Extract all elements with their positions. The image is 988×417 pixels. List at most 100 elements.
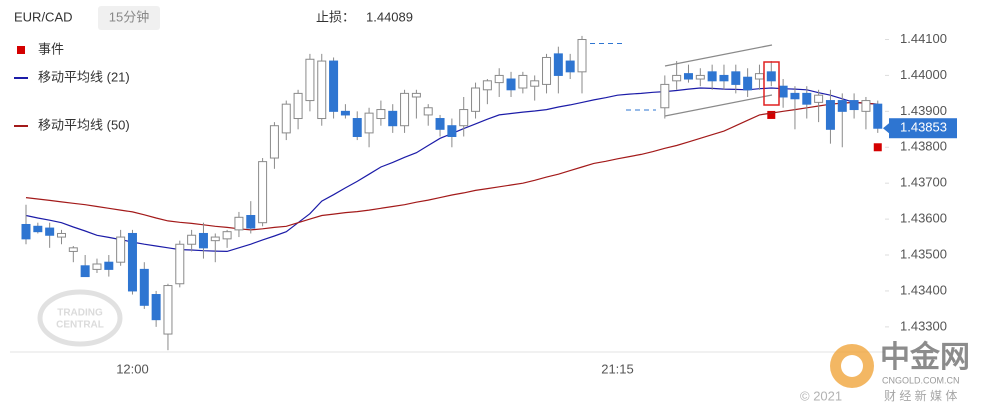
candle-body <box>494 74 504 84</box>
candle-body <box>672 74 682 82</box>
highlight-box <box>763 61 780 106</box>
interval-badge[interactable] <box>98 6 160 30</box>
candle-body <box>258 161 268 224</box>
event-marker <box>767 110 776 119</box>
candle-body <box>577 39 587 73</box>
candle-body <box>423 107 433 116</box>
candle-body <box>411 92 421 98</box>
candle-body <box>127 232 137 292</box>
candle-body <box>139 268 149 306</box>
candle-body <box>376 109 386 120</box>
watermark-text: CENTRAL <box>56 320 104 331</box>
y-tick-label: 1.43300 <box>900 318 947 333</box>
candle-body <box>837 100 847 112</box>
legend-label: 移动平均线 (21) <box>38 69 130 84</box>
candle-body <box>92 263 102 270</box>
candle-body <box>151 294 161 321</box>
candle-body <box>352 118 362 137</box>
candle-body <box>293 92 303 120</box>
candle-body <box>660 83 670 109</box>
candle-body <box>447 125 457 137</box>
candle-body <box>116 236 126 263</box>
candle-body <box>814 94 824 103</box>
candle-body <box>364 112 374 134</box>
channel-line <box>664 94 773 117</box>
cngold-logo: 中金网 CNGOLD.COM.CN © 2021 财 经 新 媒 体 <box>800 340 970 404</box>
candle-body <box>482 80 492 91</box>
channel-line <box>664 44 773 67</box>
legend-swatch <box>17 46 25 54</box>
candle-body <box>163 285 173 335</box>
candle-body <box>731 71 741 85</box>
candle-body <box>707 71 717 82</box>
candle-body <box>317 60 327 120</box>
watermark-text: 财 经 新 媒 体 <box>884 388 957 403</box>
y-tick-label: 1.44100 <box>900 31 947 46</box>
watermark-text: 中金网 <box>880 340 970 374</box>
y-tick-label: 1.43800 <box>900 139 947 154</box>
watermark-text: CNGOLD.COM.CN <box>882 375 960 385</box>
candle-body <box>33 225 43 233</box>
candle-body <box>246 215 256 229</box>
candle-body <box>45 227 55 236</box>
last-price-pointer <box>883 123 889 134</box>
candle-body <box>683 73 693 80</box>
candle-body <box>388 110 398 127</box>
candle-body <box>175 243 185 285</box>
last-price-tag <box>889 118 957 139</box>
candle-body <box>778 85 788 98</box>
event-marker <box>873 143 882 152</box>
candle-body <box>518 74 528 89</box>
y-tick-label: 1.43400 <box>900 282 947 297</box>
candle-body <box>873 103 883 129</box>
candle-body <box>459 109 469 127</box>
candle-body <box>210 236 220 242</box>
candle-body <box>565 60 575 73</box>
stop-loss-value: 1.44089 <box>366 9 413 24</box>
symbol: EUR/CAD <box>14 9 73 24</box>
candle-body <box>234 216 244 231</box>
candle-body <box>56 232 66 238</box>
moving-average-line <box>25 101 878 231</box>
plot-area <box>21 35 883 351</box>
candle-body <box>340 110 350 116</box>
candle-body <box>281 103 291 134</box>
candle-body <box>269 125 279 159</box>
candle-body <box>553 53 563 76</box>
candle-body <box>198 232 208 249</box>
legend-label: 移动平均线 (50) <box>38 117 130 132</box>
candle-body <box>222 231 232 240</box>
x-tick-label: 12:00 <box>116 361 149 376</box>
candle-body <box>305 58 315 102</box>
y-tick-label: 1.43500 <box>900 246 947 261</box>
candle-body <box>849 100 859 111</box>
y-tick-label: 1.44000 <box>900 67 947 82</box>
watermark-text: © 2021 <box>800 388 842 403</box>
candle-body <box>21 223 31 240</box>
legend-label: 事件 <box>38 41 64 56</box>
candle-body <box>790 92 800 100</box>
candle-body <box>530 80 540 87</box>
candle-body <box>861 100 871 112</box>
candle-body <box>719 74 729 82</box>
candle-body <box>743 76 753 91</box>
last-price-label: 1.43853 <box>900 120 947 135</box>
candle-body <box>68 247 78 252</box>
candle-body <box>825 100 835 130</box>
candle-body <box>695 74 705 80</box>
stop-loss-label: 止损： <box>316 9 355 24</box>
candle-body <box>435 118 445 130</box>
y-tick-label: 1.43900 <box>900 103 947 118</box>
candle-body <box>542 56 552 85</box>
y-tick-label: 1.43600 <box>900 211 947 226</box>
candle-body <box>400 92 410 127</box>
watermark-text: TRADING <box>57 308 103 319</box>
candle-body <box>471 87 481 112</box>
candle-body <box>754 73 764 80</box>
interval[interactable]: 15分钟 <box>109 9 149 24</box>
candle-body <box>329 60 339 112</box>
y-tick-label: 1.43700 <box>900 175 947 190</box>
